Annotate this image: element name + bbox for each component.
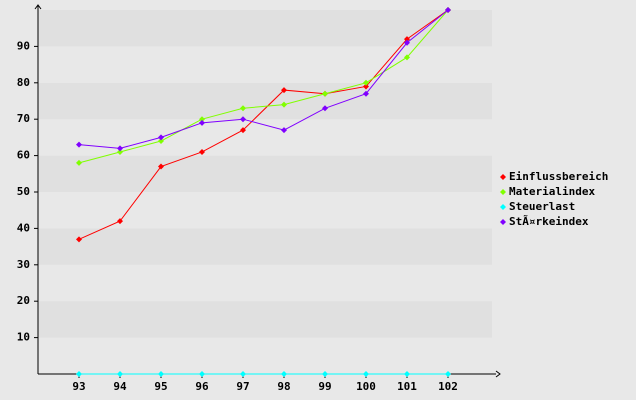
legend-label: Steuerlast (509, 200, 575, 213)
legend-label: StÃ¤rkeindex (509, 215, 589, 228)
plot-band (38, 264, 492, 302)
point-marker (158, 163, 164, 170)
point-marker (363, 371, 369, 377)
point-marker (240, 105, 246, 112)
x-axis-arrow (495, 370, 501, 378)
point-marker (199, 371, 205, 377)
point-marker (76, 371, 82, 377)
point-marker (240, 371, 246, 377)
point-marker (363, 83, 369, 90)
point-marker (76, 141, 82, 148)
point-marker (117, 218, 123, 225)
legend-label: Einflussbereich (509, 170, 608, 183)
y-tick-label: 70 (17, 112, 30, 125)
legend-label: Materialindex (509, 185, 595, 198)
y-tick-label: 30 (17, 258, 30, 271)
y-tick-label: 40 (17, 221, 30, 234)
y-tick-label: 10 (17, 331, 30, 344)
y-tick-label: 50 (17, 185, 30, 198)
plot-band (38, 337, 492, 374)
point-marker (158, 138, 164, 145)
x-tick-label: 94 (113, 380, 127, 393)
point-marker (363, 90, 369, 97)
point-marker (281, 87, 287, 94)
plot-band (38, 192, 492, 229)
point-marker (404, 39, 410, 46)
legend-marker (500, 219, 506, 225)
point-marker (240, 116, 246, 123)
plot-band (38, 46, 492, 83)
point-marker (158, 371, 164, 377)
point-marker (240, 127, 246, 134)
x-tick-label: 97 (236, 380, 249, 393)
point-marker (199, 119, 205, 126)
x-tick-label: 100 (356, 380, 376, 393)
x-tick-label: 102 (438, 380, 458, 393)
legend-marker (500, 174, 506, 180)
x-tick-label: 98 (277, 380, 290, 393)
y-axis-arrow (34, 4, 42, 10)
plot-band (38, 10, 492, 47)
y-tick-label: 80 (17, 76, 30, 89)
point-marker (322, 105, 328, 112)
x-tick-label: 96 (195, 380, 209, 393)
point-marker (76, 236, 82, 243)
point-marker (322, 90, 328, 97)
point-marker (404, 371, 410, 377)
series-line (78, 9, 449, 240)
point-marker (281, 127, 287, 134)
x-tick-label: 93 (72, 380, 85, 393)
point-marker (117, 148, 123, 155)
point-marker (117, 145, 123, 152)
y-tick-label: 60 (17, 149, 30, 162)
x-tick-label: 95 (154, 380, 167, 393)
point-marker (117, 371, 123, 377)
plot-band (38, 82, 492, 120)
legend-marker (500, 204, 506, 210)
point-marker (76, 159, 82, 166)
x-tick-label: 99 (318, 380, 331, 393)
point-marker (363, 79, 369, 86)
y-tick-label: 20 (17, 294, 30, 307)
y-tick-label: 90 (17, 39, 30, 52)
point-marker (199, 148, 205, 155)
point-marker (281, 101, 287, 108)
series-line (78, 9, 449, 164)
plot-band (38, 155, 492, 192)
point-marker (158, 134, 164, 141)
legend-marker (500, 189, 506, 195)
point-marker (281, 371, 287, 377)
point-marker (445, 371, 451, 377)
series-line (78, 9, 449, 149)
point-marker (404, 36, 410, 43)
point-marker (199, 116, 205, 123)
plot-band (38, 301, 492, 338)
x-tick-label: 101 (397, 380, 417, 393)
plot-band (38, 228, 492, 265)
point-marker (404, 54, 410, 61)
point-marker (322, 371, 328, 377)
point-marker (445, 7, 451, 13)
